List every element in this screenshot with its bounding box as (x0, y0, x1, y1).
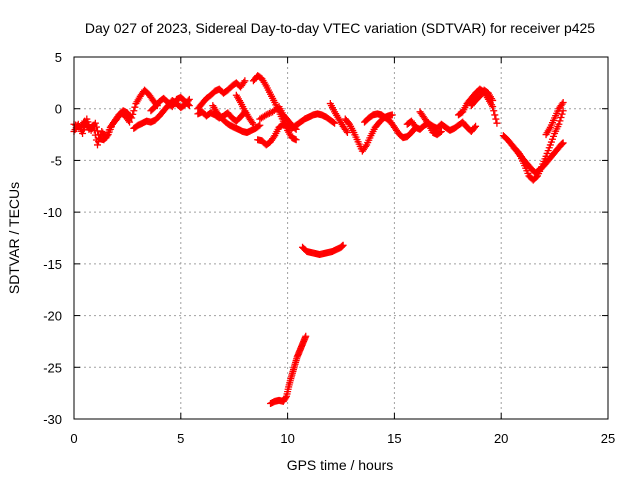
series-arc-12 (299, 241, 347, 259)
x-tick-label: 0 (70, 431, 77, 446)
chart-title: Day 027 of 2023, Sidereal Day-to-day VTE… (85, 20, 595, 36)
data-point (557, 114, 565, 122)
data-point (124, 117, 132, 125)
data-point (270, 133, 278, 141)
data-point (342, 127, 350, 135)
data-point (331, 119, 339, 127)
data-point (343, 129, 351, 137)
series-arc-22 (510, 139, 567, 177)
data-point (265, 109, 273, 117)
y-tick-label: -20 (43, 309, 62, 324)
data-point (472, 122, 480, 130)
series-arc-4 (147, 93, 193, 115)
data-points (70, 72, 567, 407)
series-arc-14 (326, 100, 351, 137)
series-arc-13 (267, 332, 310, 407)
data-point (93, 127, 101, 135)
data-point (490, 107, 498, 115)
y-tick-label: 0 (55, 102, 62, 117)
data-point (240, 78, 248, 86)
data-point (256, 121, 264, 129)
series-arc-2 (70, 109, 134, 144)
data-point (330, 118, 338, 126)
series-arc-20 (467, 86, 497, 110)
data-point (291, 124, 299, 132)
data-point (491, 111, 499, 119)
data-point (282, 394, 290, 402)
data-point (558, 110, 566, 118)
data-point (489, 96, 497, 104)
data-point (559, 99, 567, 107)
data-point (81, 122, 89, 130)
data-point (93, 141, 101, 149)
x-tick-label: 25 (601, 431, 615, 446)
data-point (436, 128, 444, 136)
data-point (493, 119, 501, 127)
data-point (126, 118, 134, 126)
data-point (131, 103, 139, 111)
y-tick-label: -25 (43, 360, 62, 375)
data-point (437, 127, 445, 135)
data-point (185, 102, 193, 110)
x-axis-ticks: 0 5 10 15 20 25 (70, 57, 615, 446)
series-arc-11 (256, 103, 300, 133)
series-arc-5 (194, 77, 249, 113)
data-point (80, 126, 88, 134)
data-point (264, 110, 272, 118)
x-tick-label: 10 (280, 431, 294, 446)
data-point (559, 139, 567, 147)
data-point (555, 120, 563, 128)
series-arc-18 (416, 108, 445, 139)
data-point (339, 241, 347, 249)
data-point (556, 117, 564, 125)
y-tick-label: -15 (43, 257, 62, 272)
data-point (248, 119, 256, 127)
data-point (471, 124, 478, 132)
y-axis-ticks: 5 0 -5 -10 -15 -20 -25 -30 (43, 50, 608, 427)
x-axis-label: GPS time / hours (287, 457, 394, 473)
data-point (292, 125, 300, 133)
y-tick-label: -10 (43, 205, 62, 220)
data-point (129, 110, 137, 118)
data-point (362, 142, 370, 150)
data-point (185, 95, 193, 103)
data-point (249, 120, 257, 128)
data-point (91, 119, 99, 127)
y-tick-label: -5 (50, 153, 62, 168)
data-point (130, 107, 138, 115)
data-point (388, 111, 396, 119)
data-point (255, 122, 263, 130)
data-point (558, 100, 566, 108)
data-point (492, 115, 500, 123)
y-axis-label: SDTVAR / TECUs (6, 182, 22, 294)
data-point (489, 103, 497, 111)
x-tick-label: 5 (177, 431, 184, 446)
data-point (184, 101, 192, 109)
series-arc-16 (360, 110, 420, 142)
data-point (92, 123, 100, 131)
x-tick-label: 20 (494, 431, 508, 446)
y-tick-label: 5 (55, 50, 62, 65)
data-point (241, 77, 249, 85)
data-point (292, 136, 300, 144)
x-tick-label: 15 (387, 431, 401, 446)
plot-frame (73, 56, 609, 420)
data-point (95, 131, 103, 139)
data-point (103, 132, 111, 140)
series-arc-23 (542, 99, 567, 139)
data-point (79, 130, 87, 138)
series-arc-15 (341, 111, 396, 155)
data-point (262, 111, 270, 119)
series-arc-8 (232, 91, 257, 128)
y-tick-label: -30 (43, 412, 62, 427)
data-point (302, 332, 310, 340)
data-point (424, 119, 432, 127)
